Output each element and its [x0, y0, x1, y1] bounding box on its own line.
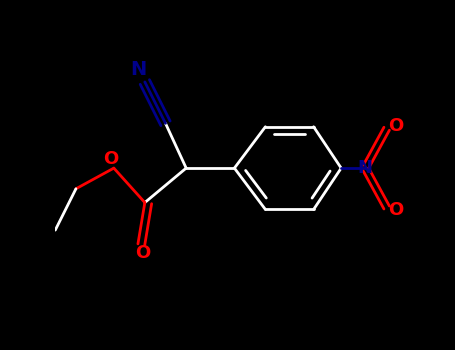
- Text: O: O: [388, 201, 403, 219]
- Text: O: O: [136, 244, 151, 261]
- Text: N: N: [358, 159, 373, 177]
- Text: N: N: [131, 61, 147, 79]
- Text: O: O: [388, 117, 403, 135]
- Text: O: O: [103, 150, 118, 168]
